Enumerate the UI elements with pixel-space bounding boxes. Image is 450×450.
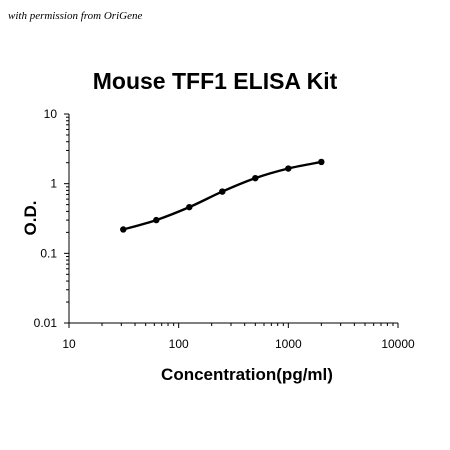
x-tick-label: 10 <box>62 337 76 351</box>
data-point <box>153 216 160 224</box>
data-point <box>120 226 127 233</box>
tick-marks <box>64 113 399 328</box>
data-point <box>318 158 325 166</box>
x-tick-label: 1000 <box>275 337 302 351</box>
data-points <box>120 158 325 233</box>
x-axis-label: Concentration(pg/ml) <box>161 365 333 384</box>
data-point <box>186 203 193 211</box>
x-tick-label: 100 <box>169 337 189 351</box>
y-tick-label: 1 <box>50 177 57 191</box>
tick-labels: 10 100 1000 10000 10 1 0.1 0.01 <box>34 107 415 351</box>
x-tick-label: 10000 <box>381 337 415 351</box>
chart-title: Mouse TFF1 ELISA Kit <box>92 68 338 94</box>
permission-watermark: with permission from OriGene <box>8 10 143 22</box>
y-tick-label: 10 <box>44 107 58 121</box>
y-tick-label: 0.1 <box>40 246 57 260</box>
series-line <box>122 160 322 231</box>
data-point <box>285 165 292 172</box>
axes <box>68 114 398 324</box>
y-axis-label: O.D. <box>21 201 40 236</box>
data-point <box>252 174 259 182</box>
data-point <box>219 188 226 195</box>
y-tick-label: 0.01 <box>34 316 58 330</box>
